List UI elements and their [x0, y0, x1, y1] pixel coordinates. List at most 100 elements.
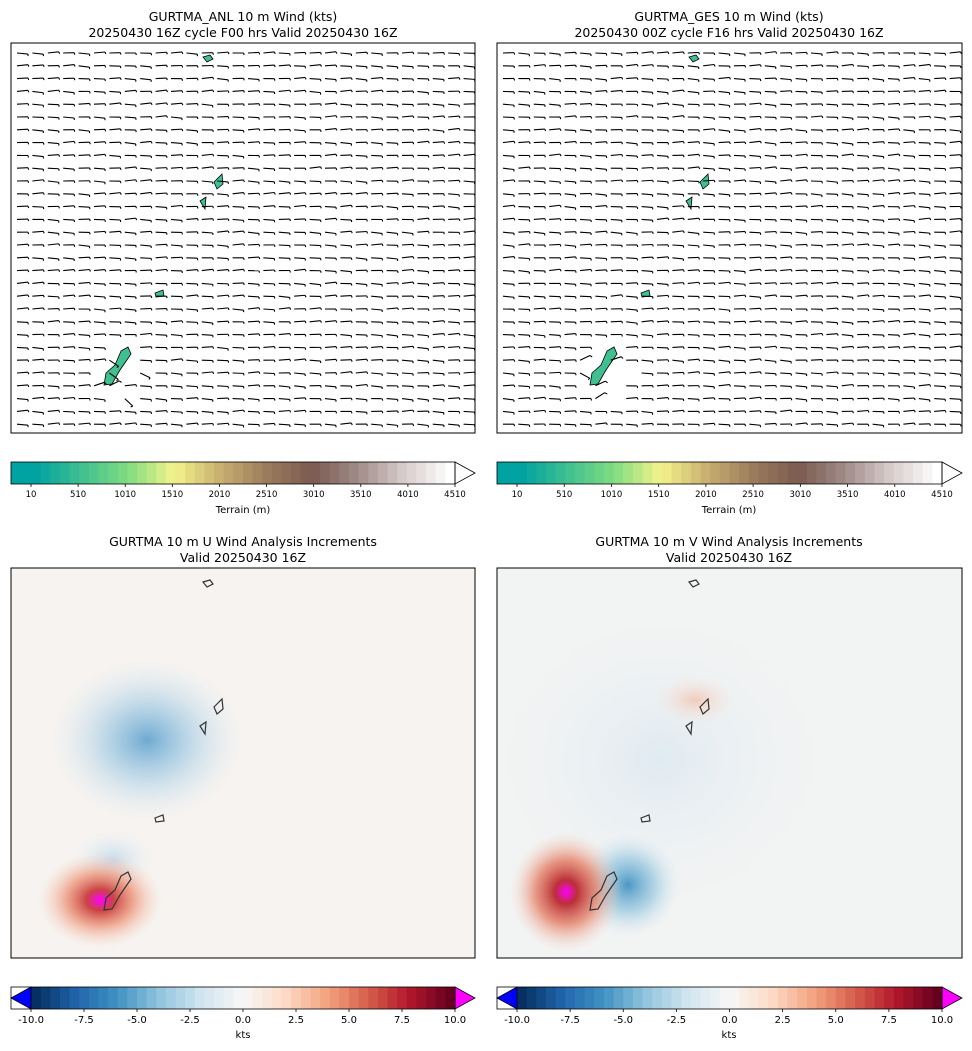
wind-barb-shaft [78, 193, 90, 196]
wind-barb-flag [883, 91, 885, 94]
wind-barb-shaft [780, 268, 792, 272]
wind-barb-shaft [641, 307, 653, 310]
wind-barb-shaft [186, 410, 198, 413]
wind-barb-shaft [186, 269, 198, 272]
wind-barb-shaft [533, 218, 545, 220]
wind-barb-flag [320, 334, 322, 337]
wind-barb-shaft [16, 128, 29, 131]
wind-barb-shaft [579, 65, 591, 68]
wind-barb-flag [836, 307, 839, 311]
wind-barb-shaft [109, 192, 121, 195]
wind-barb-flag [898, 218, 901, 222]
wind-barb-flag [575, 64, 577, 68]
wind-barb-flag [806, 179, 808, 183]
wind-barb-flag [397, 52, 399, 55]
wind-barb-shaft [518, 397, 530, 400]
wind-barb-shaft [579, 167, 592, 170]
wind-barb-flag [587, 377, 591, 381]
wind-barb-flag [544, 372, 546, 376]
colorbar-segment [748, 462, 760, 484]
wind-barb-shaft [672, 257, 684, 260]
wind-barb-shaft [903, 257, 915, 260]
wind-barb-shaft [278, 52, 290, 55]
wind-barb-shaft [140, 269, 152, 272]
wind-barb-shaft [371, 76, 383, 80]
wind-barb-shaft [918, 217, 930, 220]
wind-barb-shaft [780, 385, 792, 388]
wind-barb-flag [636, 52, 639, 55]
wind-barb-shaft [109, 269, 121, 272]
wind-barb-flag [636, 244, 639, 248]
wind-barb-shaft [93, 321, 106, 324]
wind-barb-shaft [340, 166, 352, 169]
wind-barb-flag [528, 78, 531, 81]
wind-barb-flag [58, 308, 60, 311]
wind-barb-shaft [170, 256, 183, 259]
wind-barb-shaft [47, 295, 59, 298]
wind-barb-flag [883, 320, 885, 323]
colorbar-segment [426, 987, 437, 1009]
wind-barb-shaft [533, 128, 545, 131]
wind-barb-shaft [201, 282, 213, 285]
wind-barb-flag [944, 129, 947, 132]
wind-barb-flag [58, 372, 60, 375]
wind-barb-flag [304, 308, 307, 311]
colorbar-tick-label: 4010 [884, 490, 906, 500]
wind-barb-shaft [340, 334, 352, 337]
wind-barb-shaft [448, 269, 460, 272]
wind-barb-shaft [810, 193, 822, 196]
wind-barb-shaft [432, 345, 444, 348]
colorbar-segment [932, 987, 943, 1009]
wind-barb-flag [898, 192, 901, 195]
wind-barb-flag [412, 206, 415, 209]
colorbar-segment [175, 987, 186, 1009]
wind-barb-shaft [109, 359, 119, 367]
wind-barb-shaft [170, 218, 183, 221]
wind-barb-shaft [247, 359, 260, 361]
wind-barb-flag [320, 320, 322, 323]
colorbar-segment [243, 462, 254, 484]
wind-barb-flag [443, 384, 446, 388]
wind-barb-flag [196, 65, 199, 68]
wind-barb-flag [42, 179, 45, 182]
wind-barb-flag [775, 231, 778, 234]
wind-barb-shaft [918, 384, 930, 387]
wind-barb-shaft [780, 244, 792, 247]
wind-barb-flag [652, 167, 654, 170]
wind-barb-flag [320, 64, 322, 67]
wind-barb-shaft [124, 383, 136, 387]
wind-barb-shaft [124, 231, 136, 234]
wind-barb-flag [636, 64, 639, 67]
wind-barb-flag [867, 180, 870, 183]
wind-barb-shaft [448, 193, 460, 196]
wind-barb-flag [559, 346, 562, 349]
colorbar-segment [874, 462, 885, 484]
wind-barb-shaft [78, 346, 90, 350]
wind-barb-shaft [795, 153, 807, 156]
wind-barb-flag [27, 142, 30, 145]
wind-barb-flag [913, 308, 916, 311]
wind-barb-shaft [386, 423, 398, 426]
wind-barb-shaft [795, 218, 807, 221]
wind-barb-shaft [887, 372, 900, 375]
wind-barb-flag [620, 356, 624, 359]
wind-barb-flag [960, 103, 962, 106]
wind-barb-shaft [371, 89, 383, 92]
wind-barb-shaft [502, 129, 515, 132]
wind-barb-shaft [47, 51, 59, 54]
wind-barb-flag [667, 320, 670, 324]
wind-barb-flag [682, 423, 685, 427]
wind-barb-flag [304, 295, 307, 298]
wind-barb-shaft [124, 398, 134, 407]
wind-barb-shaft [934, 244, 946, 247]
wind-barb-shaft [32, 410, 44, 414]
wind-barb-flag [960, 77, 962, 80]
wind-barb-flag [119, 231, 122, 234]
wind-barb-flag [913, 410, 916, 413]
wind-barb-shaft [918, 193, 930, 195]
wind-barb-flag [27, 294, 30, 298]
wind-barb-flag [412, 281, 415, 285]
panel2-title-line2: 20250430 00Z cycle F16 hrs Valid 2025043… [574, 25, 883, 40]
wind-barb-flag [304, 410, 307, 413]
wind-barb-shaft [749, 358, 761, 361]
